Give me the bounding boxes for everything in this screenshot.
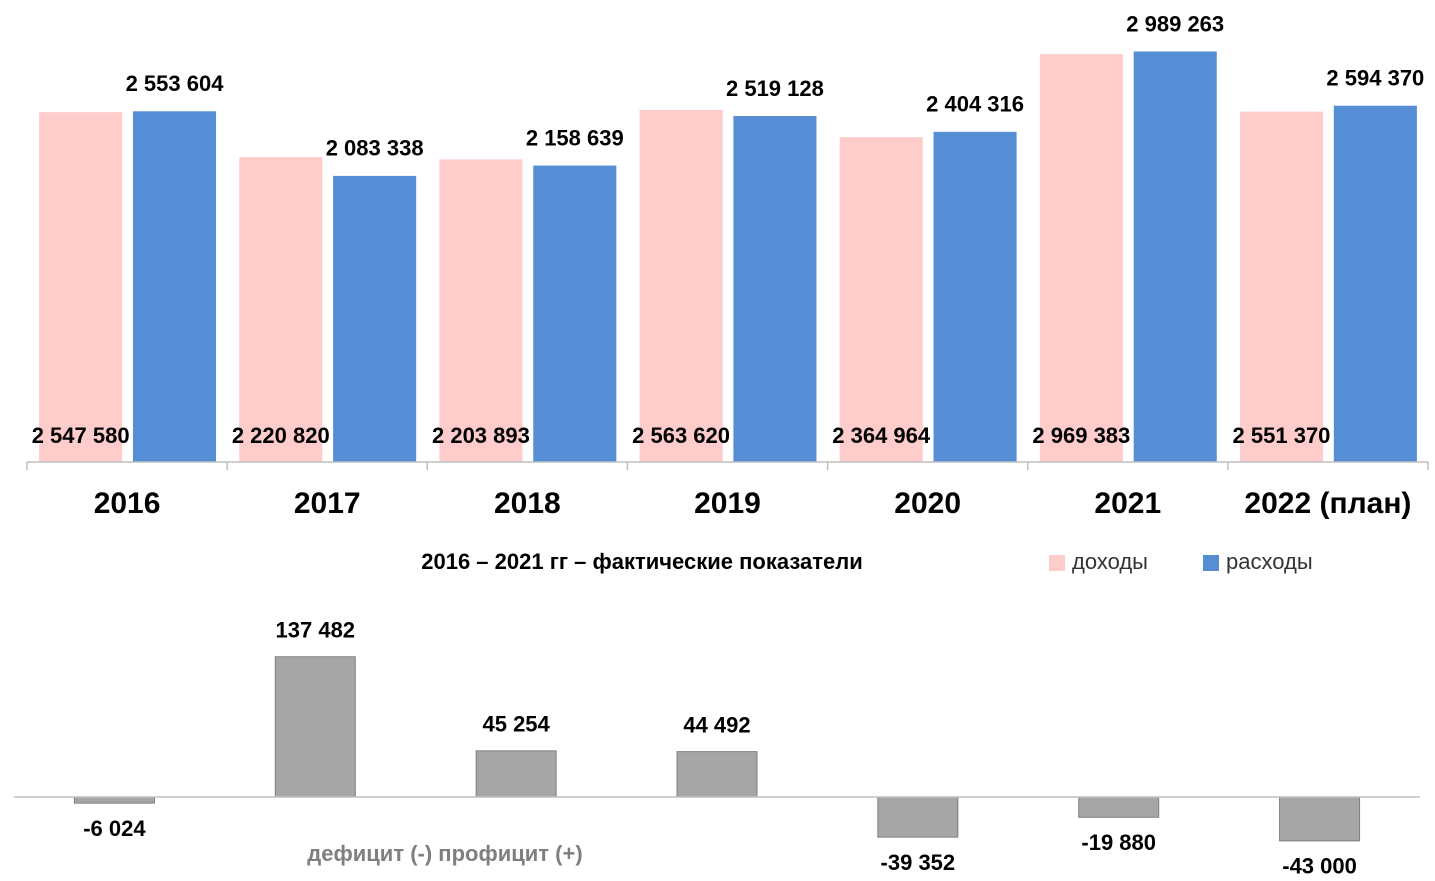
value-label: -19 880 [1081,830,1156,855]
x-tick-label: 2020 [894,487,961,520]
value-label: 2 563 620 [632,423,730,448]
value-label: 2 203 893 [432,423,530,448]
x-tick-label: 2021 [1094,487,1161,520]
bar [1078,796,1160,818]
value-label: -39 352 [881,850,956,875]
value-label: -6 024 [83,816,146,841]
subtitle: 2016 – 2021 гг – фактические показатели [421,549,863,574]
value-label: 2 989 263 [1126,11,1224,36]
value-label: 2 404 316 [926,92,1024,117]
x-tick-label: 2016 [94,487,161,520]
bar [73,796,155,804]
value-label: 137 482 [276,618,356,643]
bar [1039,54,1123,462]
bar [733,116,817,462]
value-label: 2 364 964 [832,423,931,448]
value-label: -43 000 [1282,854,1357,879]
value-label: 2 158 639 [526,125,624,150]
bar [274,656,356,798]
x-tick-label: 2022 (план) [1244,487,1411,520]
bar [639,109,723,463]
bar [439,159,523,462]
bar [877,796,959,838]
value-label: 2 519 128 [726,76,824,101]
x-tick-label: 2019 [694,487,761,520]
bar [132,111,217,462]
bar [933,131,1017,463]
x-tick-label: 2017 [294,487,361,520]
bar [1279,796,1361,842]
bar [239,157,323,462]
legend-label: доходы [1072,549,1148,574]
value-label: 2 594 370 [1326,66,1424,91]
bar [1239,111,1324,463]
value-label: 2 220 820 [232,423,330,448]
bar [533,165,617,462]
legend-label: расходы [1226,549,1313,574]
bar [333,175,417,462]
bar [1133,51,1217,462]
bar [676,751,758,798]
value-label: 2 969 383 [1032,423,1130,448]
value-label: 2 553 604 [126,71,225,96]
value-label: 2 551 370 [1233,423,1331,448]
bar [1333,105,1417,463]
bar [39,112,123,462]
bar [475,750,557,798]
legend-swatch [1049,555,1065,571]
x-tick-label: 2018 [494,487,561,520]
value-label: 44 492 [683,712,750,737]
value-label: 45 254 [482,712,550,737]
legend-swatch [1203,555,1219,571]
value-label: 2 083 338 [326,136,424,161]
value-label: 2 547 580 [32,423,130,448]
annotation: дефицит (-) профицит (+) [307,841,582,866]
bar [839,137,923,462]
